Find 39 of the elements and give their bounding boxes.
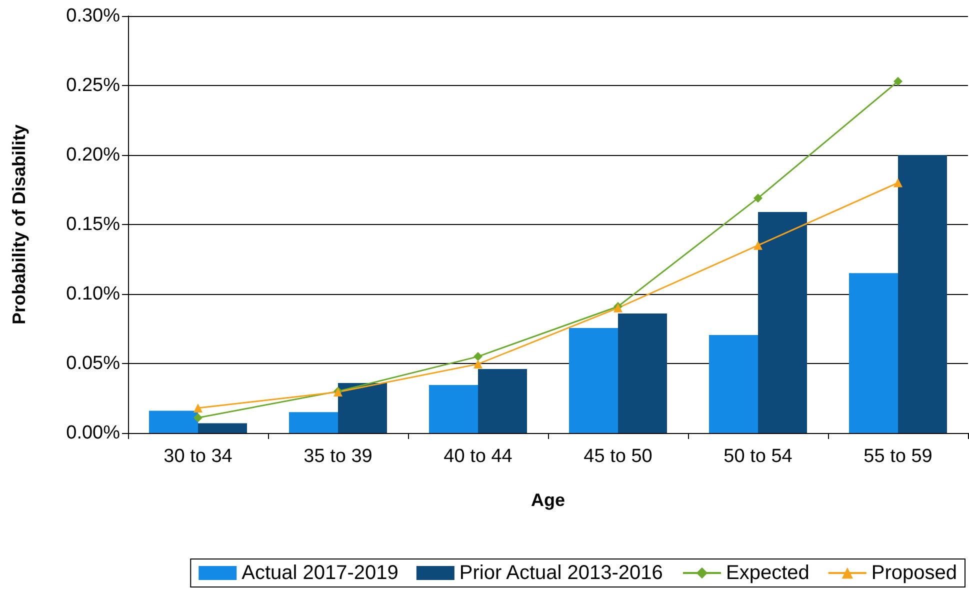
- y-tick-label: 0.25%: [66, 75, 120, 96]
- x-tick-label: 50 to 54: [724, 446, 793, 467]
- y-tick-label: 0.15%: [66, 214, 120, 235]
- point: [474, 360, 482, 369]
- y-tick-label: 0.30%: [66, 6, 120, 26]
- bar: [849, 273, 898, 433]
- point: [754, 194, 762, 203]
- legend-label: Expected: [726, 562, 810, 584]
- bar: [198, 423, 247, 433]
- x-tick-label: 40 to 44: [444, 446, 513, 467]
- legend-label: Actual 2017-2019: [242, 562, 398, 584]
- x-tick-label: 45 to 50: [584, 446, 652, 467]
- y-tick-label: 0.10%: [66, 284, 120, 304]
- point: [754, 240, 762, 250]
- x-tick-label: 35 to 39: [304, 446, 372, 467]
- x-tick-label: 30 to 34: [164, 446, 233, 467]
- point: [194, 403, 202, 412]
- bar: [618, 313, 667, 433]
- bar: [429, 385, 478, 433]
- point: [194, 413, 202, 422]
- x-tick-label: 55 to 59: [864, 446, 932, 467]
- bar: [569, 328, 618, 433]
- y-tick-label: 0.20%: [66, 144, 120, 166]
- point: [474, 352, 482, 362]
- bar: [709, 335, 758, 433]
- point: [894, 76, 902, 86]
- bar: [289, 412, 338, 433]
- bar: [338, 382, 387, 433]
- bar: [898, 155, 947, 433]
- bar: [758, 212, 807, 433]
- legend-label: Prior Actual 2013-2016: [459, 562, 663, 584]
- legend-label: Proposed: [871, 562, 958, 584]
- bar: [149, 410, 198, 433]
- y-axis-title: Probability of Disability: [9, 124, 29, 325]
- y-tick-label: 0.05%: [66, 353, 120, 374]
- y-tick-label: 0.00%: [66, 422, 120, 444]
- bar: [478, 369, 527, 433]
- point: [894, 178, 902, 188]
- x-axis-title: Age: [530, 490, 566, 510]
